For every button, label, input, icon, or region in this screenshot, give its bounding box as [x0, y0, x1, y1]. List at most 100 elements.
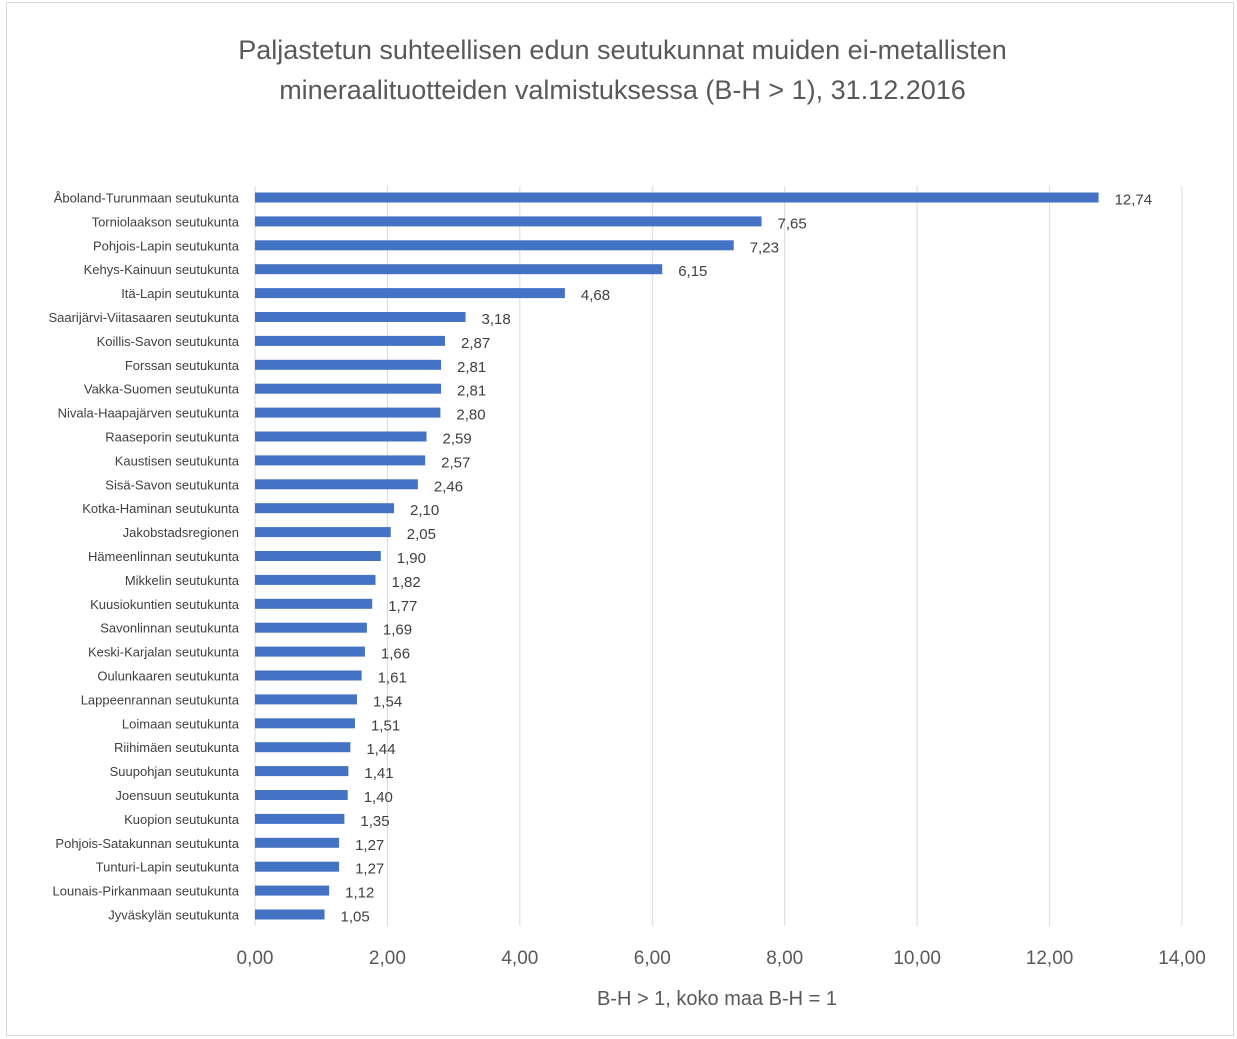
data-label: 1,40 [364, 789, 393, 806]
bar [255, 718, 355, 728]
category-label: Åboland-Turunmaan seutukunta [54, 191, 240, 206]
data-label: 1,44 [366, 741, 395, 758]
bar [255, 910, 325, 920]
category-label: Kotka-Haminan seutukunta [82, 501, 240, 516]
data-label: 1,27 [355, 837, 384, 854]
data-label: 2,80 [456, 407, 485, 424]
bar [255, 479, 418, 489]
category-label: Itä-Lapin seutukunta [121, 286, 240, 301]
data-label: 1,35 [360, 813, 389, 830]
category-label: Kuusiokuntien seutukunta [90, 597, 240, 612]
bar [255, 886, 329, 896]
data-label: 1,12 [345, 885, 374, 902]
x-tick-label: 2,00 [369, 948, 406, 969]
data-label: 2,81 [457, 359, 486, 376]
category-label: Forssan seutukunta [125, 358, 240, 373]
data-label: 1,69 [383, 622, 412, 639]
category-label: Hämeenlinnan seutukunta [88, 549, 240, 564]
bar [255, 671, 362, 681]
category-label: Kuopion seutukunta [124, 812, 240, 827]
data-label: 2,59 [442, 431, 471, 448]
x-tick-label: 0,00 [237, 948, 274, 969]
bar [255, 647, 365, 657]
data-label: 6,15 [678, 263, 707, 280]
category-label: Suupohjan seutukunta [110, 764, 240, 779]
x-tick-label: 14,00 [1158, 948, 1206, 969]
category-label: Vakka-Suomen seutukunta [84, 382, 240, 397]
data-label: 7,65 [778, 215, 807, 232]
category-label: Oulunkaaren seutukunta [97, 669, 239, 684]
bar [255, 360, 441, 370]
bar [255, 694, 357, 704]
data-label: 1,61 [378, 670, 407, 687]
category-label: Lounais-Pirkanmaan seutukunta [53, 884, 240, 899]
bar [255, 742, 350, 752]
x-tick-label: 10,00 [893, 948, 941, 969]
x-axis-title: B-H > 1, koko maa B-H = 1 [597, 988, 837, 1010]
category-label: Keski-Karjalan seutukunta [88, 645, 240, 660]
x-tick-label: 12,00 [1026, 948, 1074, 969]
bar [255, 790, 348, 800]
bar [255, 862, 339, 872]
category-label: Kehys-Kainuun seutukunta [84, 262, 240, 277]
bar [255, 288, 565, 298]
data-label: 1,54 [373, 693, 402, 710]
bar [255, 336, 445, 346]
bar [255, 312, 466, 322]
category-label: Pohjois-Lapin seutukunta [93, 238, 240, 253]
value-labels: 12,74 7,65 7,23 6,15 4,68 3,18 2,87 2,81 2,81 2,8… [341, 192, 1153, 926]
category-label: Sisä-Savon seutukunta [105, 477, 239, 492]
category-label: Koillis-Savon seutukunta [97, 334, 240, 349]
x-tick-label: 6,00 [634, 948, 671, 969]
category-label: Saarijärvi-Viitasaaren seutukunta [48, 310, 239, 325]
bar [255, 599, 372, 609]
data-label: 7,23 [750, 239, 779, 256]
x-tick-label: 8,00 [766, 948, 803, 969]
bar [255, 838, 339, 848]
bar [255, 814, 344, 824]
bar [255, 408, 440, 418]
bar [255, 623, 367, 633]
category-label: Jyväskylän seutukunta [108, 908, 240, 923]
bar [255, 455, 425, 465]
category-label: Torniolaakson seutukunta [92, 214, 240, 229]
data-label: 2,87 [461, 335, 490, 352]
category-label: Riihimäen seutukunta [114, 740, 240, 755]
x-tick-label: 4,00 [501, 948, 538, 969]
data-label: 1,51 [371, 717, 400, 734]
x-axis-tick-labels: 0,00 2,00 4,00 6,00 8,00 10,00 12,00 14,00 [237, 948, 1206, 969]
data-label: 4,68 [581, 287, 610, 304]
data-label: 2,10 [410, 502, 439, 519]
data-label: 1,27 [355, 861, 384, 878]
category-label: Savonlinnan seutukunta [100, 621, 240, 636]
data-label: 1,05 [341, 909, 370, 926]
bars [255, 193, 1099, 920]
data-label: 1,41 [364, 765, 393, 782]
data-label: 1,82 [392, 574, 421, 591]
bar [255, 264, 662, 274]
data-label: 2,05 [407, 526, 436, 543]
data-label: 2,81 [457, 383, 486, 400]
category-label: Loimaan seutukunta [122, 716, 240, 731]
category-labels: Åboland-Turunmaan seutukunta Torniolaakso… [48, 191, 239, 923]
bar [255, 527, 391, 537]
bar [255, 432, 426, 442]
category-label: Joensuun seutukunta [115, 788, 239, 803]
data-label: 1,90 [397, 550, 426, 567]
bar [255, 766, 348, 776]
category-label: Lappeenrannan seutukunta [81, 692, 240, 707]
category-label: Raaseporin seutukunta [105, 430, 239, 445]
category-label: Jakobstadsregionen [123, 525, 239, 540]
category-label: Kaustisen seutukunta [115, 453, 240, 468]
bar [255, 575, 376, 585]
bar [255, 240, 734, 250]
data-label: 12,74 [1115, 192, 1153, 209]
bar [255, 503, 394, 513]
bar [255, 551, 381, 561]
category-label: Nivala-Haapajärven seutukunta [58, 406, 240, 421]
bar [255, 193, 1099, 203]
category-label: Tunturi-Lapin seutukunta [96, 860, 240, 875]
bar [255, 384, 441, 394]
data-label: 2,46 [434, 478, 463, 495]
